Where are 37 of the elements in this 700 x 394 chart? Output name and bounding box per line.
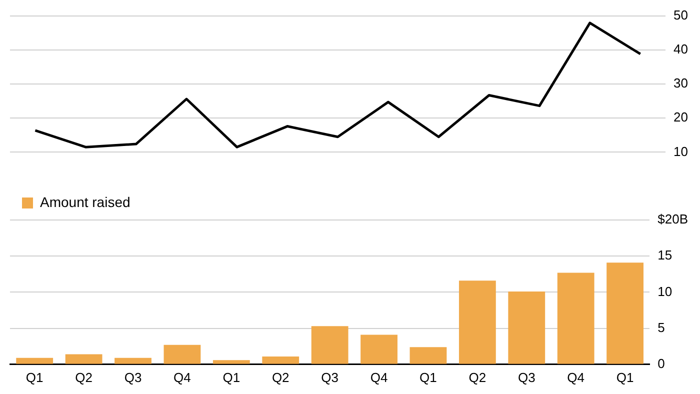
y-tick-label: 30 <box>674 76 688 91</box>
y-tick-label: 50 <box>674 7 688 22</box>
x-tick-label: Q3 <box>321 370 338 385</box>
bar <box>458 280 496 364</box>
bar <box>65 354 102 364</box>
bar <box>360 334 398 364</box>
y-tick-label: 15 <box>658 248 672 263</box>
y-tick-label: $20B <box>658 212 688 227</box>
x-tick-label: Q1 <box>616 370 634 385</box>
x-tick-label: Q4 <box>567 370 585 385</box>
y-tick-label: 20 <box>674 110 688 125</box>
bar <box>606 262 644 364</box>
y-tick-label: 40 <box>674 41 688 56</box>
y-tick-label: 5 <box>658 320 665 335</box>
x-tick-label: Q1 <box>420 370 437 385</box>
x-tick-label: Q2 <box>468 370 486 385</box>
bar <box>16 358 54 364</box>
bar <box>114 358 152 364</box>
x-tick-label: Q3 <box>518 370 536 385</box>
bar <box>557 272 594 364</box>
bar <box>410 347 447 364</box>
x-tick-label: Q1 <box>222 370 240 385</box>
x-tick-label: Q2 <box>272 370 290 385</box>
x-tick-label: Q4 <box>370 370 388 385</box>
y-tick-label: 0 <box>658 356 665 371</box>
y-tick-label: 10 <box>674 144 688 159</box>
bar <box>262 356 300 364</box>
bar <box>311 326 348 364</box>
bar <box>212 360 250 364</box>
x-tick-label: Q1 <box>26 370 44 385</box>
bar <box>164 344 201 364</box>
x-tick-label: Q2 <box>75 370 92 385</box>
legend-label: Amount raised <box>40 194 130 210</box>
x-tick-label: Q3 <box>124 370 142 385</box>
bar <box>508 291 546 364</box>
y-tick-label: 10 <box>658 284 672 299</box>
x-tick-label: Q4 <box>174 370 191 385</box>
